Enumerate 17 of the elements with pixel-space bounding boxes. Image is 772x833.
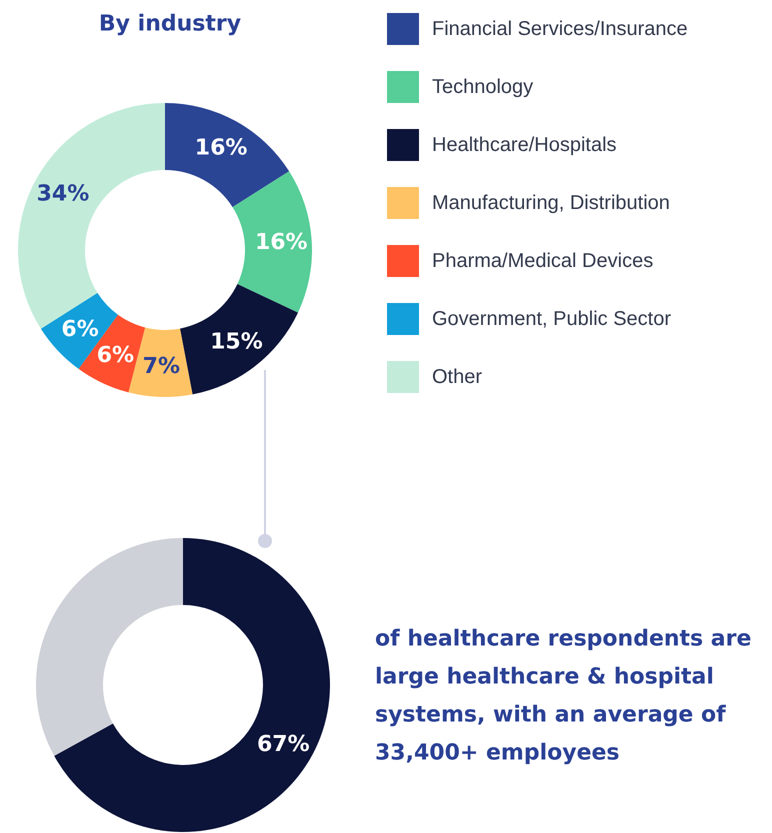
data-label: 7% bbox=[142, 354, 180, 379]
legend-label: Manufacturing, Distribution bbox=[432, 192, 670, 214]
data-label: 6% bbox=[61, 317, 99, 342]
legend-label: Financial Services/Insurance bbox=[432, 18, 688, 40]
legend-label: Other bbox=[432, 366, 482, 388]
data-label: 16% bbox=[194, 135, 248, 160]
text: of healthcare respondents are large healthcare & hospital systems, with an average of 33,400+ employees bbox=[375, 626, 760, 766]
data-label: 15% bbox=[210, 330, 263, 355]
data-label: 16% bbox=[254, 230, 308, 256]
legend-label: Pharma/Medical Devices bbox=[432, 250, 654, 272]
legend-label: Government, Public Sector bbox=[432, 308, 672, 330]
data-label: 6% bbox=[96, 342, 134, 368]
legend-label: Technology bbox=[432, 76, 534, 98]
chart-title: By industry bbox=[98, 12, 242, 36]
data-label: 67% bbox=[256, 732, 310, 757]
legend-label: Healthcare/Hospitals bbox=[432, 134, 617, 156]
data-label: 34% bbox=[36, 181, 90, 206]
